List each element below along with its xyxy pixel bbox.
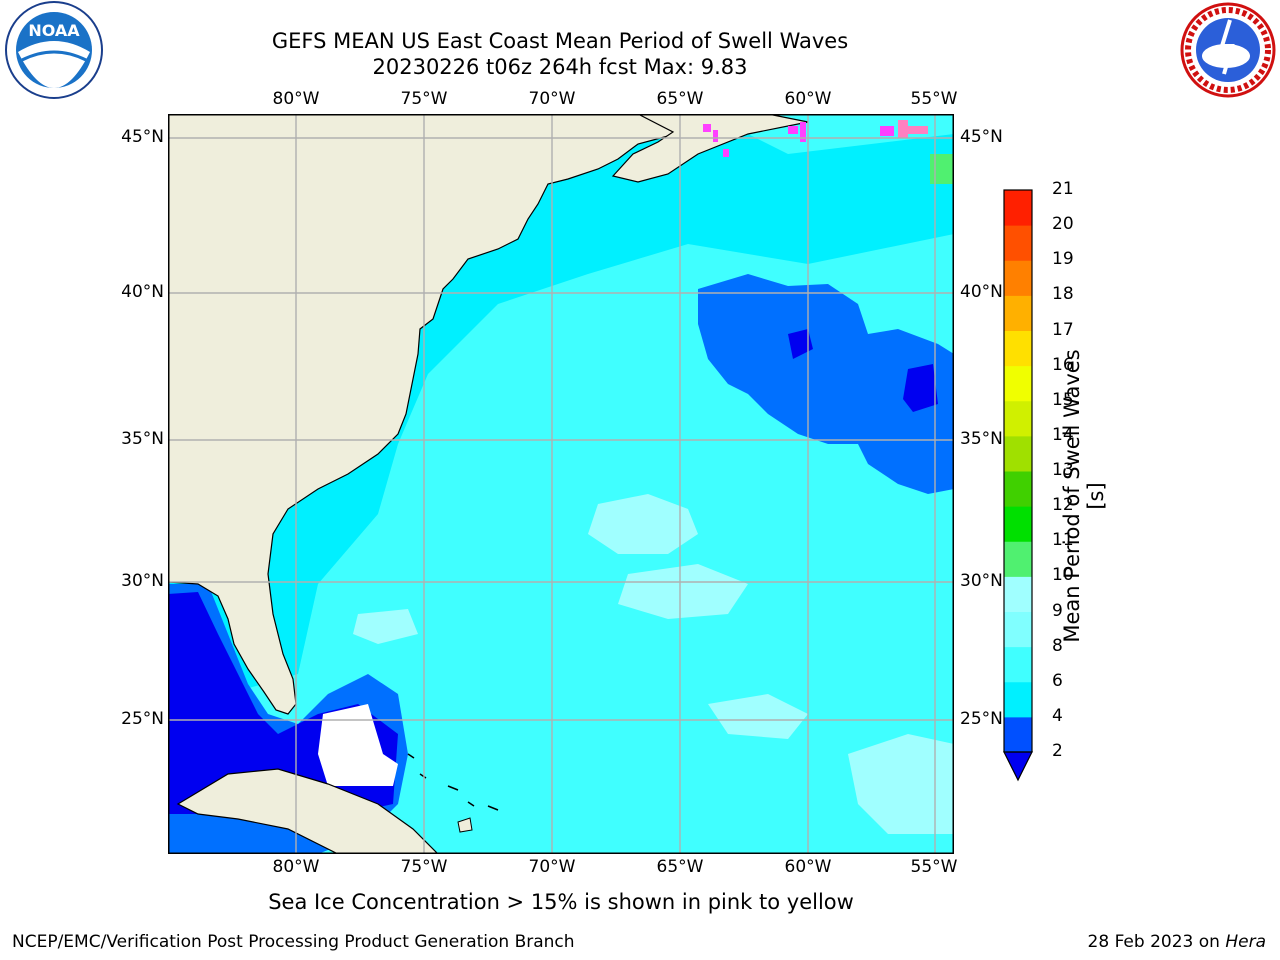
colorbar-tick-label: 11: [1052, 530, 1074, 551]
colorbar-tick-label: 15: [1052, 389, 1074, 410]
colorbar-tick-label: 6: [1052, 670, 1063, 691]
ocean-green-patch: [930, 154, 954, 184]
footer-org: NCEP/EMC/Verification Post Processing Pr…: [12, 932, 575, 952]
lat-label-right-40n: 40°N: [960, 282, 1003, 302]
lat-label-left-35n: 35°N: [121, 429, 164, 449]
colorbar-tick-label: 8: [1052, 635, 1063, 656]
lat-label-right-25n: 25°N: [960, 709, 1003, 729]
sea-ice-patch: [898, 120, 908, 138]
colorbar-extend-triangle: [1003, 751, 1033, 782]
lat-label-left-30n: 30°N: [121, 571, 164, 591]
colorbar-segment: [1004, 330, 1032, 367]
colorbar-segment: [1004, 646, 1032, 683]
sea-ice-patch: [723, 149, 729, 157]
lon-label-top-60w: 60°W: [784, 89, 832, 109]
colorbar-label: Mean Period of Swell Waves [s]: [1060, 349, 1108, 643]
colorbar-tick-label: 14: [1052, 424, 1074, 445]
colorbar-tick-label: 12: [1052, 495, 1074, 516]
colorbar-segment: [1004, 541, 1032, 577]
colorbar-segment: [1004, 295, 1032, 331]
colorbar-tick-label: 18: [1052, 284, 1074, 305]
colorbar-tick-label: 16: [1052, 354, 1074, 375]
footer-date-text: 28 Feb 2023 on: [1087, 932, 1220, 952]
ocean-blue-region: [698, 274, 954, 494]
lon-label-bottom-65w: 65°W: [656, 857, 704, 877]
land-bahamas: [407, 753, 499, 811]
colorbar-tick-label: 9: [1052, 600, 1063, 621]
colorbar-segment: [1004, 681, 1032, 718]
sea-ice-patch: [703, 124, 711, 132]
colorbar-tick-label: 21: [1052, 179, 1074, 199]
ocean-light-region: [618, 564, 748, 619]
grid-lines: [168, 114, 954, 854]
colorbar-segment: [1004, 576, 1032, 612]
colorbar-segment: [1004, 716, 1032, 753]
colorbar-segment: [1004, 225, 1032, 261]
lon-label-bottom-55w: 55°W: [910, 857, 958, 877]
sea-ice-patch: [713, 130, 718, 142]
map-frame: [168, 114, 954, 854]
sea-ice-patch: [800, 122, 806, 142]
lat-label-right-45n: 45°N: [960, 127, 1003, 147]
land-north-america: [168, 114, 691, 715]
lon-label-top-55w: 55°W: [910, 89, 958, 109]
land-cuba: [176, 768, 439, 854]
lon-label-bottom-80w: 80°W: [272, 857, 320, 877]
colorbar-segment: [1004, 435, 1032, 472]
swell-period-map: [168, 114, 954, 854]
colorbar-frame: [1003, 189, 1033, 753]
lon-label-top-65w: 65°W: [656, 89, 704, 109]
colorbar-tick-label: 4: [1052, 705, 1063, 726]
ocean-deep-region: [788, 329, 813, 359]
sea-ice-patch: [788, 126, 798, 134]
colorbar-tick-label: 2: [1052, 741, 1063, 761]
colorbar: [1003, 189, 1033, 782]
lon-label-top-75w: 75°W: [400, 89, 448, 109]
colorbar-tick-label: 17: [1052, 319, 1074, 340]
bahamas-white-region: [318, 704, 398, 786]
lon-label-top-70w: 70°W: [528, 89, 576, 109]
colorbar-tick-label: 10: [1052, 565, 1074, 586]
colorbar-segment: [1004, 611, 1032, 648]
lon-label-bottom-75w: 75°W: [400, 857, 448, 877]
ocean-light-region: [708, 694, 808, 739]
colorbar-segment: [1004, 260, 1032, 296]
lat-label-left-45n: 45°N: [121, 127, 164, 147]
colorbar-segment: [1004, 400, 1032, 437]
chart-title: GEFS MEAN US East Coast Mean Period of S…: [271, 29, 849, 53]
colorbar-segment: [1004, 365, 1032, 402]
lon-label-bottom-70w: 70°W: [528, 857, 576, 877]
land-bahamas: [457, 817, 473, 833]
colorbar-tick-label: 13: [1052, 460, 1074, 480]
ocean-light-region: [588, 494, 698, 554]
sea-ice-patch: [908, 126, 928, 134]
colorbar-segment: [1004, 506, 1032, 542]
noaa-logo-icon: NOAA: [2, 0, 106, 100]
ocean-light-region: [848, 734, 954, 834]
sea-ice-note: Sea Ice Concentration > 15% is shown in …: [268, 890, 854, 914]
colorbar-segment: [1004, 471, 1032, 507]
colorbar-segment: [1004, 190, 1032, 226]
colorbar-tick-label: 19: [1052, 249, 1074, 270]
sea-ice-patch: [880, 126, 894, 136]
colorbar-tick-label: 20: [1052, 214, 1074, 235]
lat-label-left-25n: 25°N: [121, 709, 164, 729]
colorbar-segments: [1004, 190, 1032, 753]
footer-machine: Hera: [1225, 932, 1266, 952]
lon-label-top-80w: 80°W: [272, 89, 320, 109]
nws-logo-icon: [1178, 0, 1278, 100]
chart-subtitle: 20230226 t06z 264h fcst Max: 9.83: [372, 55, 748, 79]
lat-label-left-40n: 40°N: [121, 282, 164, 302]
lat-label-right-30n: 30°N: [960, 571, 1003, 591]
footer-date: 28 Feb 2023 on Hera: [1088, 932, 1266, 952]
ocean-deep-region: [903, 364, 938, 412]
noaa-logo-text: NOAA: [28, 21, 80, 40]
land-maritimes: [611, 114, 809, 183]
lon-label-bottom-60w: 60°W: [784, 857, 832, 877]
lat-label-right-35n: 35°N: [960, 429, 1003, 449]
ocean-light-region: [353, 609, 418, 644]
